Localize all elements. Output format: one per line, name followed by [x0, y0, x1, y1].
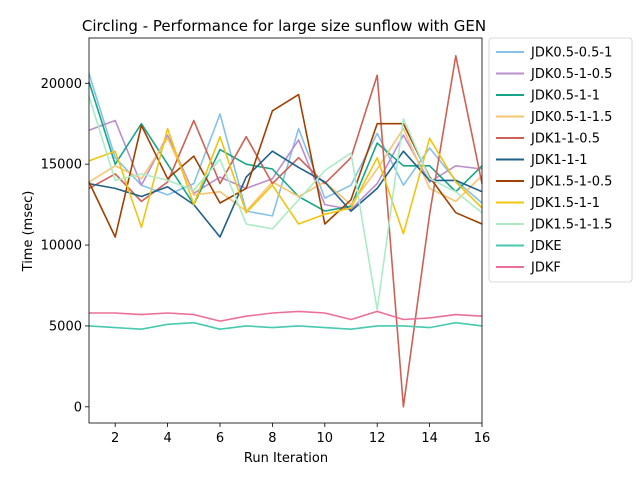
legend-label: JDK1-1-1 [530, 153, 588, 168]
chart-title: Circling - Performance for large size su… [82, 17, 486, 35]
legend-items: JDK0.5-0.5-1 JDK0.5-1-0.5 JDK0.5-1-1 JDK0.5… [496, 46, 612, 276]
legend-entry: JDK0.5-1-1.5 [496, 110, 612, 125]
y-axis-label: Time (msec) [21, 191, 36, 273]
legend-entry: JDK0.5-1-0.5 [496, 67, 612, 82]
legend-label: JDKF [530, 261, 561, 276]
y-tick-label: 0 [74, 400, 82, 415]
series-line-jdkf [89, 310, 483, 322]
y-tick-label: 5000 [49, 319, 82, 334]
legend-label: JDK0.5-0.5-1 [530, 46, 612, 61]
legend-entry: JDK1.5-1-0.5 [496, 175, 612, 190]
legend-label: JDK1.5-1-1 [530, 196, 600, 211]
legend-entry: JDK1.5-1-1.5 [496, 218, 612, 233]
y-axis-ticks: 0 5000 10000 15000 20000 [41, 77, 89, 415]
legend-entry: JDK1-1-0.5 [496, 132, 600, 147]
series-line-jdk1-5-1-1-5 [88, 95, 483, 311]
legend-entry: JDKE [496, 239, 562, 254]
x-tick-label: 10 [317, 431, 334, 446]
legend-label: JDK1.5-1-0.5 [530, 175, 612, 190]
legend-label: JDK0.5-1-1 [530, 89, 600, 104]
x-tick-label: 2 [111, 431, 119, 446]
legend-label: JDKE [530, 239, 562, 254]
y-tick-label: 10000 [41, 239, 82, 254]
x-axis-ticks: 2 4 6 8 10 12 14 16 [111, 423, 490, 446]
x-tick-label: 14 [421, 431, 438, 446]
plot-border [88, 37, 483, 424]
legend-entry: JDK1.5-1-1 [496, 196, 600, 211]
legend-entry: JDK0.5-1-1 [496, 89, 600, 104]
x-tick-label: 6 [216, 431, 224, 446]
x-tick-label: 12 [369, 431, 386, 446]
series-line-jdk1-1-1 [88, 150, 483, 238]
legend-label: JDK0.5-1-1.5 [530, 110, 612, 125]
series-line-jdke [88, 321, 483, 331]
legend-entry: JDKF [496, 261, 561, 276]
y-tick-label: 20000 [41, 77, 82, 92]
x-tick-label: 16 [474, 431, 491, 446]
x-axis-label: Run Iteration [244, 451, 328, 466]
legend-box [488, 37, 633, 283]
series-layer [88, 54, 483, 408]
series-line-jdk0-5-1-1-5 [88, 127, 483, 212]
legend-label: JDK1.5-1-1.5 [530, 218, 612, 233]
legend-label: JDK1-1-0.5 [530, 132, 600, 147]
plot-area: 2 4 6 8 10 12 14 16 0 5000 10000 15000 20000 [41, 37, 490, 446]
legend-label: JDK0.5-1-0.5 [530, 67, 612, 82]
legend-entry: JDK1-1-1 [496, 153, 588, 168]
plot-frame [89, 38, 482, 423]
y-tick-label: 15000 [41, 158, 82, 173]
x-tick-label: 8 [268, 431, 276, 446]
legend-entry: JDK0.5-0.5-1 [496, 46, 612, 61]
x-tick-label: 4 [163, 431, 171, 446]
legend: JDK0.5-0.5-1 JDK0.5-1-0.5 JDK0.5-1-1 JDK0.5… [488, 37, 633, 283]
